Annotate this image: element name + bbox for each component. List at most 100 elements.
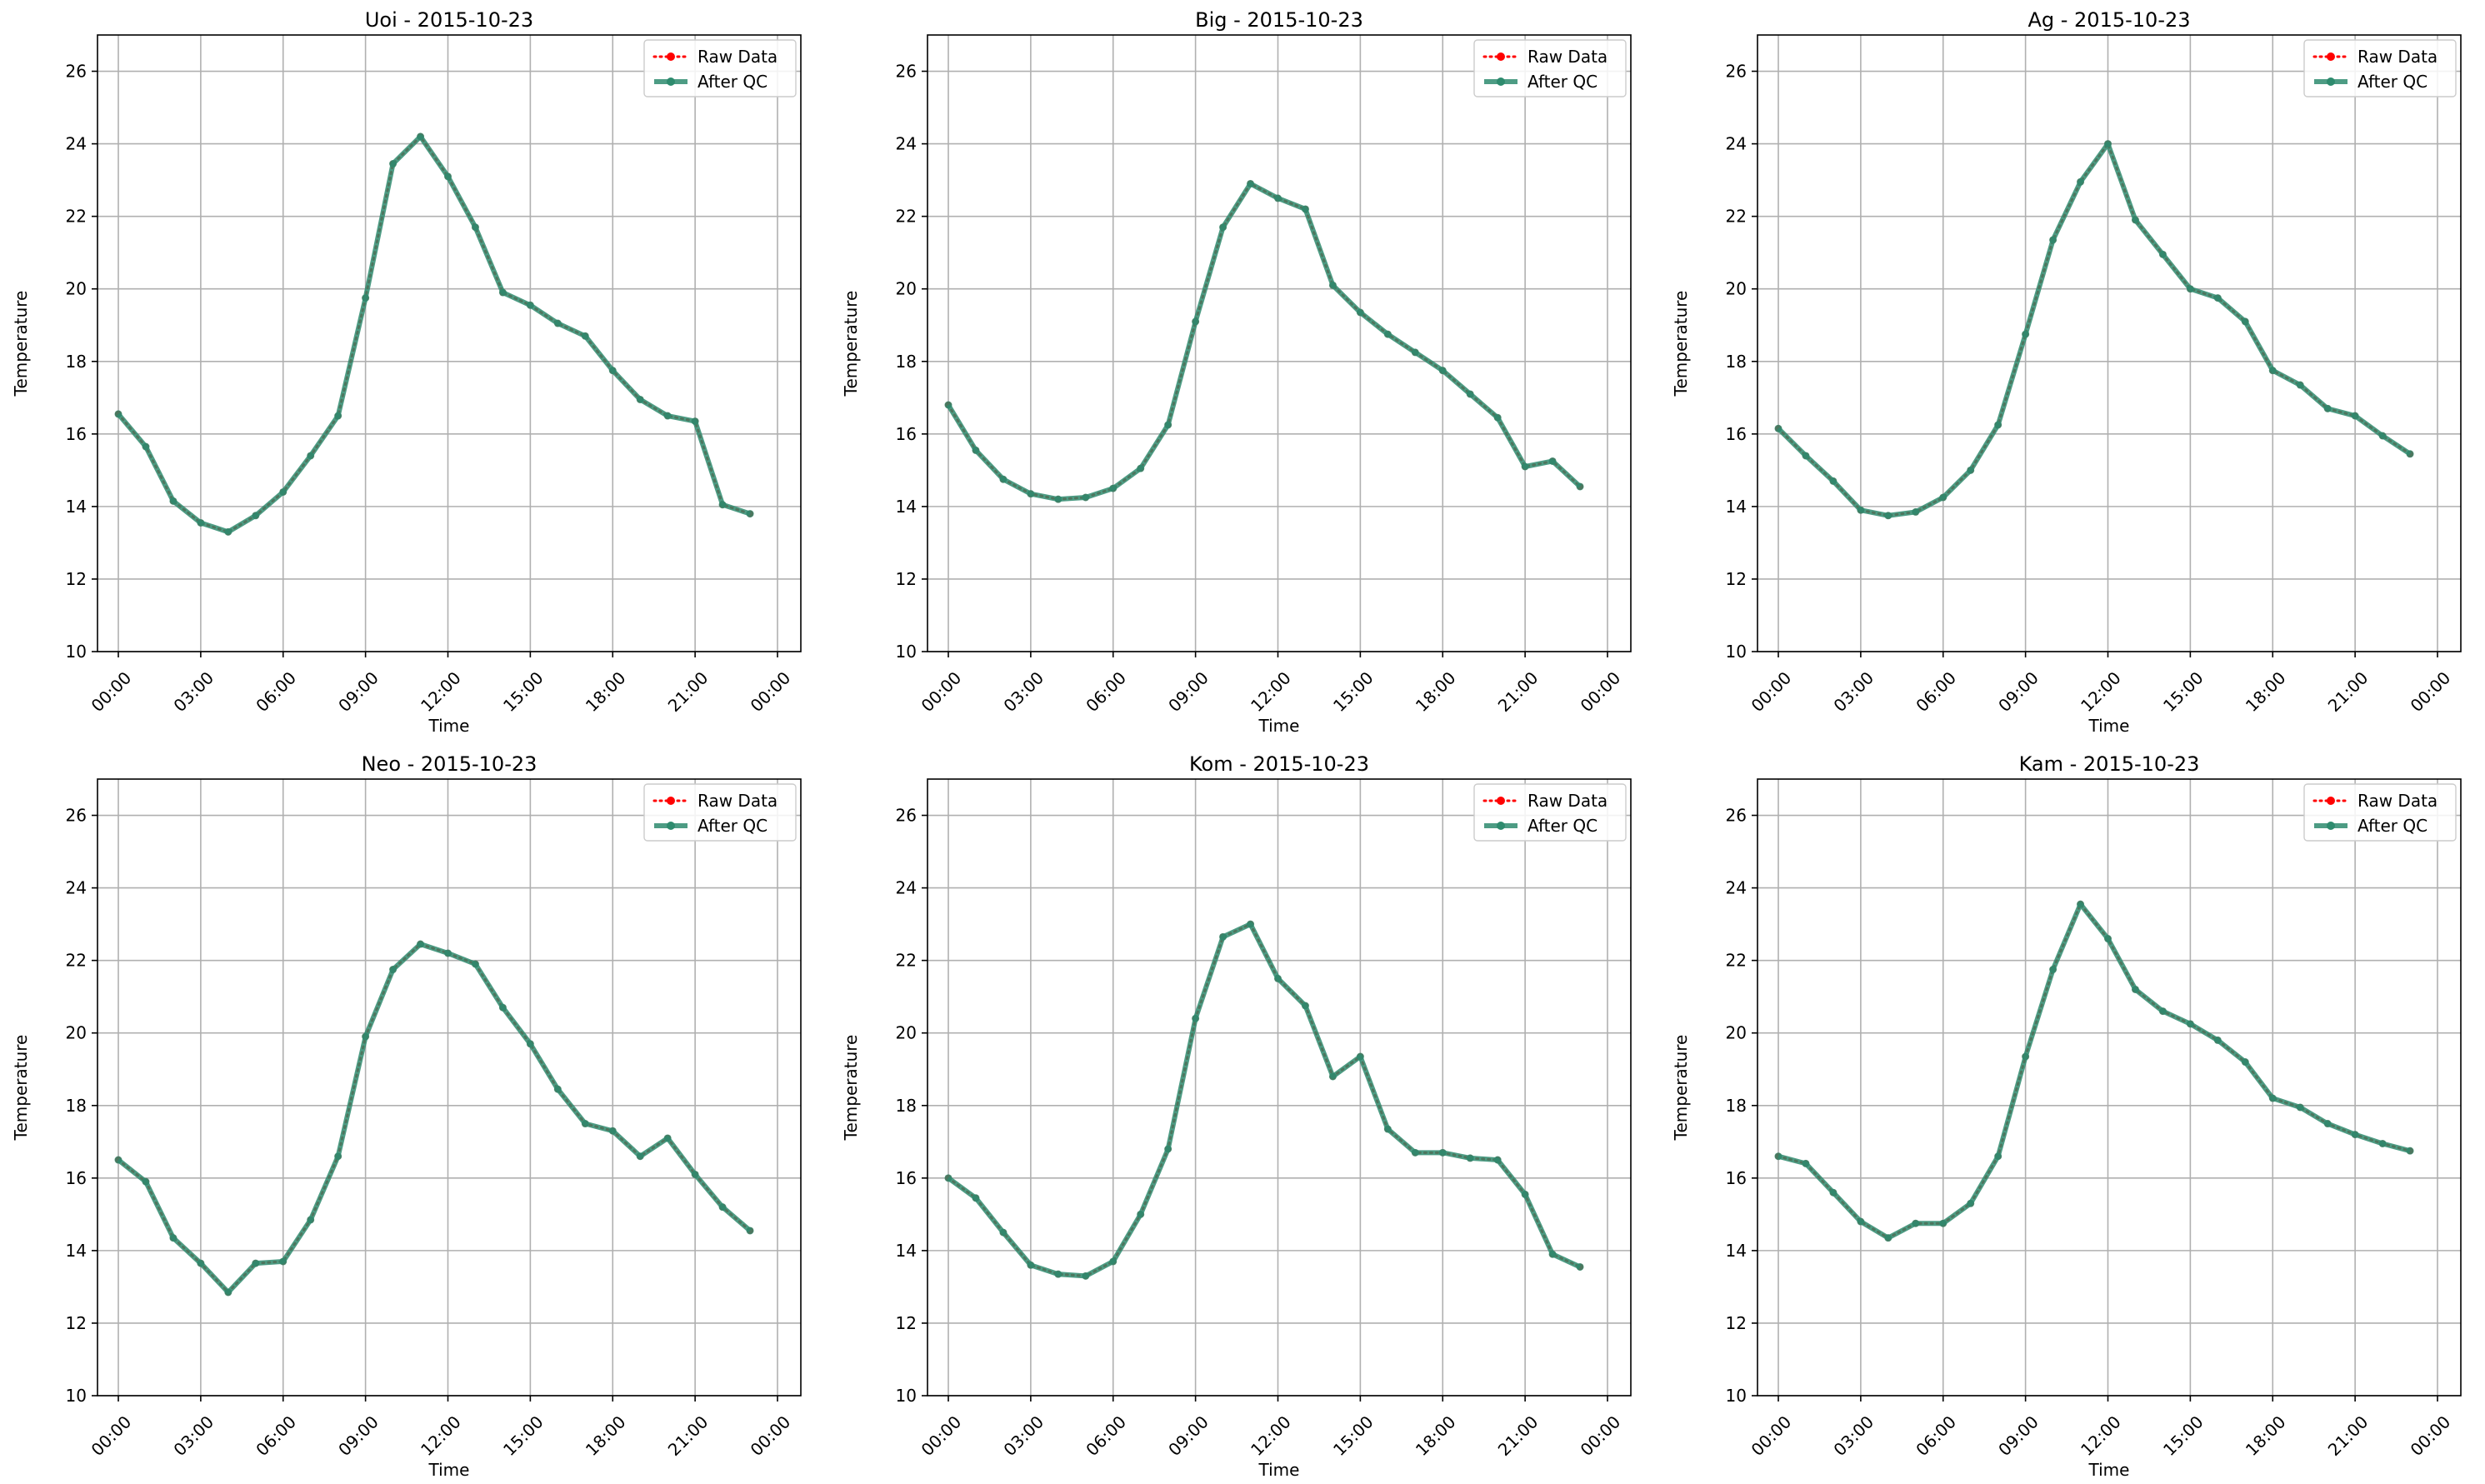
legend-marker-raw-data: [1497, 797, 1505, 805]
data-point-after-qc: [2104, 140, 2112, 148]
data-point-after-qc: [2241, 1058, 2249, 1067]
data-point-after-qc: [1082, 493, 1090, 502]
y-tick-label: 14: [896, 497, 917, 517]
subplot-title: Kam - 2015-10-23: [2019, 752, 2200, 776]
data-point-after-qc: [1912, 1219, 1920, 1227]
subplot-title: Big - 2015-10-23: [1195, 8, 1363, 32]
data-point-after-qc: [2296, 381, 2304, 389]
legend-marker-raw-data: [2327, 52, 2335, 61]
subplot-title: Uoi - 2015-10-23: [365, 8, 533, 32]
data-point-after-qc: [718, 501, 727, 509]
y-tick-label: 22: [1726, 951, 1747, 971]
data-point-after-qc: [1082, 1272, 1090, 1280]
data-point-after-qc: [2406, 1147, 2414, 1155]
y-tick-label: 24: [896, 134, 917, 154]
y-tick-label: 10: [66, 1386, 87, 1406]
axes-frame: [97, 34, 802, 652]
legend: Raw Data After QC: [643, 783, 797, 842]
data-point-after-qc: [1247, 179, 1255, 187]
axes-frame: [927, 778, 1632, 1397]
data-point-after-qc: [224, 1288, 232, 1297]
data-point-after-qc: [1438, 367, 1447, 375]
data-point-after-qc: [1109, 484, 1118, 492]
x-tick-label: 15:00: [1329, 667, 1378, 716]
data-point-after-qc: [1356, 1052, 1364, 1061]
data-point-after-qc: [1802, 452, 1810, 460]
data-point-after-qc: [2158, 250, 2167, 258]
data-point-after-qc: [2213, 1036, 2222, 1044]
y-tick-label: 18: [66, 1096, 87, 1116]
data-point-after-qc: [2022, 1052, 2030, 1061]
data-point-after-qc: [553, 1085, 562, 1093]
data-point-after-qc: [1247, 920, 1255, 928]
axes-frame: [1757, 34, 2462, 652]
legend-label-raw-data: Raw Data: [1528, 791, 1608, 811]
legend-marker-after-qc: [667, 77, 675, 86]
data-point-after-qc: [2077, 900, 2085, 908]
legend-label-after-qc: After QC: [1528, 816, 1598, 836]
y-axis-label: Temperature: [841, 1035, 861, 1142]
series-line-raw-data: [117, 942, 752, 1295]
x-axis-label: Time: [2088, 716, 2130, 736]
x-tick-label: 15:00: [2159, 667, 2208, 716]
data-point-after-qc: [2378, 432, 2387, 440]
data-point-after-qc: [1521, 462, 1529, 471]
data-point-after-qc: [362, 1032, 370, 1041]
series-line-raw-data: [947, 922, 1582, 1277]
x-tick-label: 03:00: [1829, 667, 1878, 716]
data-point-after-qc: [1857, 1217, 1865, 1226]
data-point-after-qc: [636, 395, 644, 403]
y-tick-label: 16: [66, 424, 87, 444]
x-axis-label: Time: [1258, 716, 1300, 736]
y-tick-label: 14: [1726, 497, 1747, 517]
x-tick-label: 09:00: [334, 1412, 382, 1460]
x-tick-label: 21:00: [1494, 667, 1542, 716]
data-point-after-qc: [1137, 464, 1145, 472]
series-line-raw-data: [947, 182, 1582, 501]
y-tick-label: 22: [1726, 207, 1747, 227]
axes-frame: [97, 778, 802, 1397]
data-point-after-qc: [471, 960, 479, 968]
y-tick-label: 26: [896, 62, 917, 82]
data-point-after-qc: [1939, 1219, 1948, 1227]
data-point-after-qc: [1774, 1152, 1782, 1161]
data-point-after-qc: [2351, 412, 2359, 420]
data-point-after-qc: [2131, 985, 2139, 993]
x-tick-label: 18:00: [2242, 667, 2290, 716]
y-tick-label: 24: [1726, 134, 1747, 154]
data-point-after-qc: [1109, 1257, 1118, 1266]
data-point-after-qc: [1274, 974, 1282, 982]
x-tick-label: 00:00: [88, 667, 136, 716]
y-tick-label: 12: [66, 569, 87, 589]
y-tick-label: 14: [896, 1241, 917, 1261]
data-point-after-qc: [2131, 216, 2139, 224]
legend-marker-after-qc: [2327, 822, 2335, 830]
x-tick-label: 21:00: [2324, 1412, 2372, 1460]
x-tick-label: 18:00: [582, 667, 630, 716]
y-axis-label: Temperature: [841, 291, 861, 397]
series-line-after-qc: [1778, 902, 2411, 1241]
data-point-after-qc: [1301, 205, 1309, 213]
data-point-after-qc: [389, 160, 398, 168]
x-tick-label: 06:00: [1082, 667, 1130, 716]
legend-label-after-qc: After QC: [698, 72, 768, 92]
y-axis-label: Temperature: [1671, 291, 1691, 397]
data-point-after-qc: [1576, 1262, 1584, 1271]
data-point-after-qc: [169, 1234, 178, 1242]
subplot-4: 10 12 14 16 18 20 22 24 26 00:00 03:00 06:00 09:00 12…: [11, 752, 802, 1480]
x-tick-label: 06:00: [252, 667, 300, 716]
x-tick-label: 00:00: [88, 1412, 136, 1460]
x-tick-label: 21:00: [1494, 1412, 1542, 1460]
data-point-after-qc: [1548, 1250, 1557, 1258]
y-tick-label: 16: [1726, 424, 1747, 444]
y-tick-label: 14: [66, 497, 87, 517]
x-tick-label: 03:00: [1829, 1412, 1878, 1460]
y-tick-label: 20: [896, 1023, 917, 1043]
legend-marker-after-qc: [1497, 77, 1505, 86]
data-point-after-qc: [1994, 1152, 2002, 1161]
data-point-after-qc: [1027, 490, 1035, 498]
legend-label-after-qc: After QC: [698, 816, 768, 836]
axes-frame: [927, 34, 1632, 652]
y-tick-label: 26: [1726, 62, 1747, 82]
